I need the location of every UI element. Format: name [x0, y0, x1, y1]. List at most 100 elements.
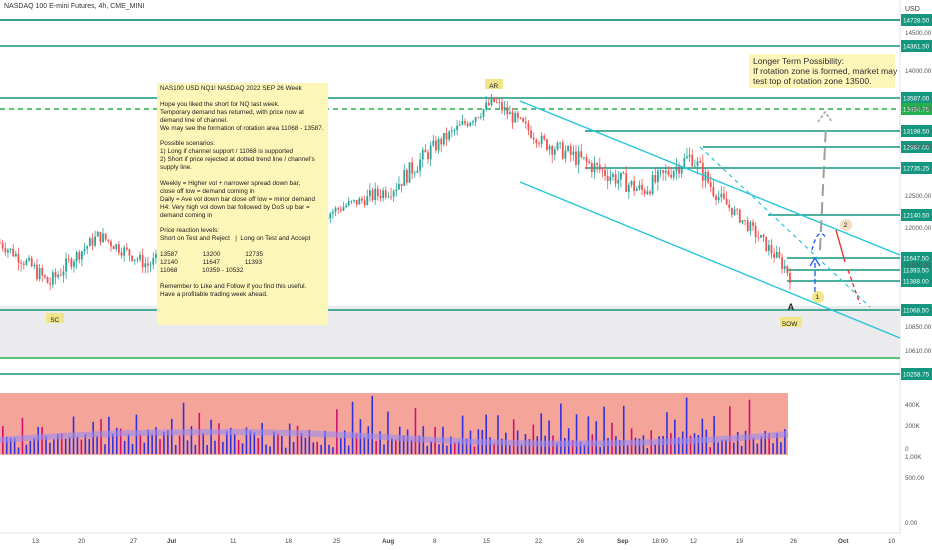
candle-body — [519, 117, 522, 119]
candle-body — [730, 207, 733, 215]
candle-body — [786, 266, 789, 274]
x-tick-label: 25 — [333, 538, 341, 545]
candle-body — [622, 172, 625, 174]
candle-body — [442, 132, 445, 145]
volume-bar — [257, 438, 260, 454]
x-tick-label: Sep — [617, 538, 629, 545]
candle-body — [413, 172, 416, 174]
volume-bar — [748, 399, 751, 454]
candle-body — [51, 272, 54, 285]
volume-bar — [29, 440, 32, 454]
price-level-tag — [901, 162, 932, 174]
candle-body — [139, 254, 141, 260]
volume-bar — [304, 437, 307, 454]
candle-body — [553, 149, 556, 155]
volume-bar — [347, 445, 350, 454]
candle-body — [538, 143, 540, 145]
analysis-note[interactable]: NAS100 USD NQ1! NASDAQ 2022 SEP 26 Week … — [157, 83, 328, 325]
volume-bar — [528, 439, 531, 454]
volume-bar — [174, 444, 177, 454]
x-tick-label: 27 — [130, 538, 138, 545]
volume-bar — [131, 443, 134, 454]
candle-body — [720, 193, 723, 198]
volume-bar — [599, 446, 601, 454]
price-level-tag — [901, 264, 932, 276]
candle-body — [501, 102, 503, 111]
candle-body — [532, 137, 535, 140]
volume-y-tick: 200K — [905, 423, 921, 430]
x-tick-label: 13 — [32, 538, 40, 545]
volume-bar — [324, 430, 326, 454]
volume-bar — [508, 444, 511, 454]
volume-bar — [9, 437, 12, 454]
volume-bar — [379, 431, 381, 454]
candle-body — [390, 196, 392, 198]
candle-body — [28, 258, 30, 261]
y-tick-label: 12500.00 — [905, 193, 932, 200]
candle-body — [337, 208, 340, 210]
candle-body — [33, 264, 36, 267]
volume-bar — [473, 446, 476, 454]
candle-body — [36, 264, 38, 280]
candle-body — [683, 158, 686, 168]
candle-body — [408, 162, 411, 183]
volume-bar — [446, 445, 448, 454]
volume-bar — [68, 436, 71, 454]
volume-bar — [80, 439, 83, 454]
candle-body — [572, 151, 575, 155]
volume-bar — [123, 440, 126, 454]
candle-body — [561, 142, 564, 159]
volume-bar — [60, 433, 63, 454]
y-tick-label: 14000.00 — [905, 68, 932, 75]
red-arrow-1 — [835, 229, 846, 263]
candle-body — [781, 257, 783, 270]
candle-body — [715, 196, 717, 201]
volume-bar — [33, 438, 36, 454]
price-level-tag — [901, 92, 932, 104]
candle-body — [693, 165, 696, 167]
annotation-sc: SC — [50, 317, 59, 324]
volume-bar — [595, 421, 598, 454]
x-tick-label: 22 — [535, 538, 543, 545]
candle-body — [469, 122, 472, 126]
candle-body — [728, 204, 731, 208]
candle-body — [670, 174, 673, 178]
candle-body — [736, 209, 739, 211]
price-level-label: 14361.50 — [903, 44, 930, 51]
x-tick-label: 20 — [78, 538, 86, 545]
volume-bar — [461, 415, 464, 454]
volume-bar — [186, 440, 189, 454]
volume-bar — [489, 437, 491, 454]
candle-body — [123, 247, 126, 256]
volume-bar — [296, 425, 299, 454]
volume-bar — [402, 435, 405, 454]
volume-bar — [760, 436, 763, 454]
price-level-label: 13587.00 — [903, 96, 930, 103]
candle-body — [479, 116, 482, 118]
candle-body — [620, 172, 622, 180]
candle-body — [752, 222, 754, 226]
candle-body — [543, 135, 546, 140]
candle-body — [421, 149, 424, 160]
volume-bar — [603, 406, 605, 454]
y-tick-label: 11500.00 — [905, 262, 931, 269]
candle-body — [559, 142, 562, 144]
volume-bar — [662, 436, 664, 454]
candle-body — [659, 170, 662, 172]
price-level-label: 11388.00 — [903, 279, 929, 286]
volume-bar — [233, 433, 236, 454]
volume-pane — [0, 393, 788, 455]
marker-circle — [812, 291, 824, 303]
candle-body — [723, 193, 725, 199]
longterm-note[interactable]: Longer Term Possibility: If rotation zon… — [749, 54, 897, 88]
price-level-label: 12735.25 — [903, 166, 930, 173]
candle-body — [445, 132, 448, 140]
volume-bar — [646, 447, 649, 454]
volume-bar — [25, 444, 28, 454]
candle-body — [102, 233, 104, 242]
x-tick-label: 19 — [736, 538, 744, 545]
volume-bar — [371, 395, 374, 454]
candle-body — [38, 268, 41, 280]
volume-bar — [37, 427, 39, 454]
